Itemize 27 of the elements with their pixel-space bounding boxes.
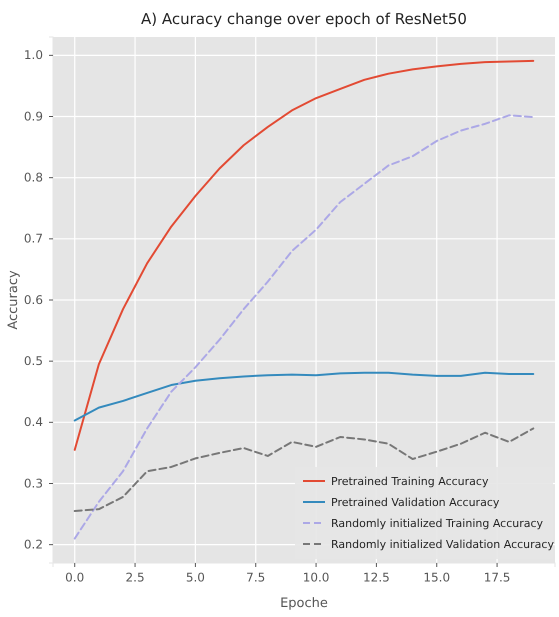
line-series (74, 60, 534, 451)
legend-label: Pretrained Validation Accuracy (331, 496, 500, 509)
x-tick-label: 2.5 (126, 570, 145, 585)
y-tick-label: 0.5 (24, 354, 43, 368)
y-tick-label: 0.9 (24, 109, 43, 124)
y-tick-label: 0.6 (24, 292, 43, 307)
x-tick-label: 7.5 (246, 570, 266, 585)
x-tick-label: 10.0 (302, 570, 330, 585)
y-tick-label: 0.7 (24, 232, 43, 246)
line-series (74, 427, 534, 512)
x-tick-label: 5.0 (186, 570, 205, 585)
y-tick-label: 0.4 (24, 415, 43, 430)
x-axis-title: Epoche (280, 596, 328, 611)
x-tick-label: 17.5 (484, 570, 510, 585)
y-tick-label: 0.3 (24, 476, 43, 490)
y-tick-label: 1.0 (24, 48, 43, 62)
y-axis-title: Accuracy (6, 270, 21, 330)
y-tick-label: 0.8 (24, 170, 43, 185)
line-series (74, 372, 534, 422)
legend-label: Randomly initialized Validation Accuracy (331, 538, 554, 551)
x-tick-label: 0.0 (65, 570, 84, 585)
x-tick-label: 12.5 (363, 570, 390, 585)
legend-label: Randomly initialized Training Accuracy (331, 517, 544, 530)
chart-title: A) Acuracy change over epoch of ResNet50 (141, 10, 467, 28)
y-tick-label: 0.2 (24, 537, 43, 552)
x-tick-label: 15.0 (423, 570, 450, 585)
legend-label: Pretrained Training Accuracy (331, 475, 489, 488)
